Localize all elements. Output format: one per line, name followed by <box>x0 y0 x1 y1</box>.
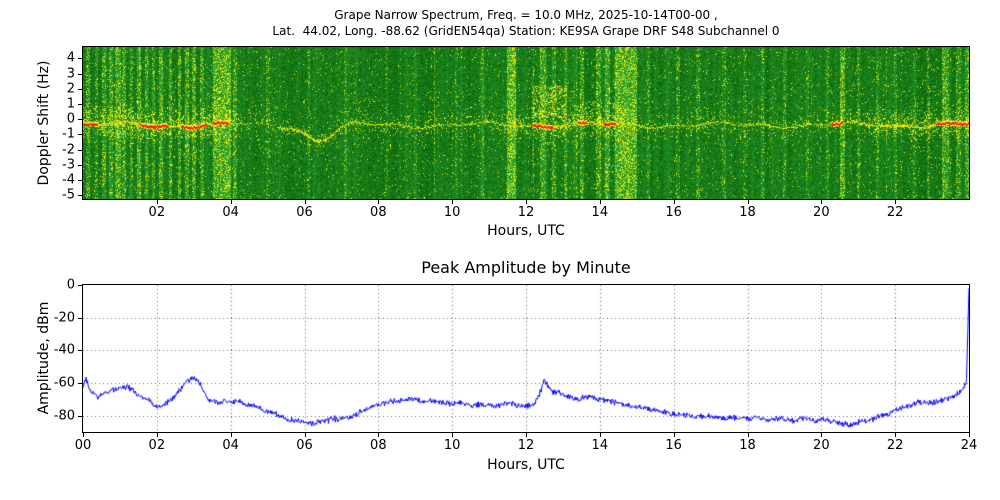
spectrogram-y-tick-label: -3 <box>62 157 75 173</box>
spectrogram-x-tick-label: 18 <box>739 205 756 220</box>
amplitude-x-tickmark <box>304 433 306 437</box>
amplitude-y-tick-label: 0 <box>66 277 75 293</box>
amplitude-x-tick-label: 22 <box>886 438 904 453</box>
spectrogram-xlabel: Hours, UTC <box>487 223 565 239</box>
spectrogram-x-tick-label: 04 <box>222 205 239 220</box>
spectrogram-y-tick-label: 3 <box>66 66 75 82</box>
amplitude-x-tickmark <box>526 433 527 437</box>
amplitude-x-tick-label: 02 <box>148 438 166 453</box>
amplitude-x-tick-label: 18 <box>739 438 756 453</box>
spectrogram-y-tick-label: -4 <box>62 172 75 188</box>
amplitude-y-tickmark <box>78 383 82 384</box>
spectrogram-x-tickmark <box>230 200 232 204</box>
amplitude-y-tickmark <box>78 285 82 286</box>
spectrogram-y-tickmark <box>78 104 82 105</box>
amplitude-x-tickmark <box>599 433 601 437</box>
spectrogram-x-tickmark <box>747 200 749 204</box>
amplitude-y-tick-label: -60 <box>53 375 75 391</box>
amplitude-x-tickmark <box>895 433 897 437</box>
spectrogram-x-tick-label: 10 <box>443 205 461 220</box>
spectrogram-x-tickmark <box>304 200 306 204</box>
spectrogram-plot <box>83 47 969 199</box>
spectrogram-x-tick-label: 22 <box>886 205 904 220</box>
spectrogram-y-tick-label: 2 <box>66 81 75 97</box>
spectrogram-x-tick-label: 16 <box>665 205 682 220</box>
spectrogram-x-tick-label: 02 <box>148 205 166 220</box>
spectrogram-y-tickmark <box>78 149 82 151</box>
spectrogram-title-line1: Grape Narrow Spectrum, Freq. = 10.0 MHz,… <box>334 8 718 22</box>
amplitude-y-tickmark <box>78 350 82 352</box>
amplitude-x-tickmark <box>378 433 380 437</box>
amplitude-x-tick-label: 10 <box>443 438 461 453</box>
spectrogram-y-tick-label: 0 <box>66 111 75 127</box>
amplitude-x-tickmark <box>821 433 823 437</box>
amplitude-x-tick-label: 20 <box>813 438 830 453</box>
amplitude-plot <box>83 285 969 432</box>
spectrogram-y-tickmark <box>78 58 82 60</box>
spectrogram-y-tick-label: -1 <box>62 126 75 142</box>
amplitude-x-tickmark <box>83 433 84 437</box>
amplitude-x-tickmark <box>230 433 232 437</box>
spectrogram-y-tick-label: 4 <box>66 50 75 66</box>
spectrogram-ylabel: Doppler Shift (Hz) <box>36 60 52 186</box>
amplitude-y-tick-label: -80 <box>53 408 75 424</box>
spectrogram-x-tickmark <box>599 200 601 204</box>
amplitude-x-tick-label: 12 <box>517 438 535 453</box>
amplitude-x-tickmark <box>673 433 675 437</box>
amplitude-x-tickmark <box>969 433 970 437</box>
spectrogram-y-tickmark <box>78 88 82 90</box>
spectrogram-y-tickmark <box>78 134 82 136</box>
amplitude-y-tickmark <box>78 317 82 319</box>
spectrogram-x-tick-label: 12 <box>517 205 535 220</box>
amplitude-x-tick-label: 08 <box>370 438 387 453</box>
amplitude-y-tick-label: -40 <box>53 342 75 358</box>
spectrogram-x-tickmark <box>821 200 823 204</box>
amplitude-x-tick-label: 16 <box>665 438 682 453</box>
spectrogram-y-tickmark <box>78 195 82 197</box>
amplitude-title: Peak Amplitude by Minute <box>421 258 631 277</box>
amplitude-x-tick-label: 04 <box>222 438 239 453</box>
spectrogram-y-tick-label: -5 <box>62 187 75 203</box>
spectrogram-x-tick-label: 06 <box>296 205 313 220</box>
spectrogram-y-tick-label: 1 <box>66 96 75 112</box>
spectrogram-x-tickmark <box>452 200 454 204</box>
spectrogram-x-tickmark <box>156 200 158 204</box>
spectrogram-x-tick-label: 08 <box>370 205 387 220</box>
spectrogram-x-tick-label: 14 <box>591 205 609 220</box>
spectrogram-x-tickmark <box>526 200 527 204</box>
spectrogram-title-line2: Lat. 44.02, Long. -88.62 (GridEN54qa) St… <box>272 24 780 38</box>
spectrogram-y-tickmark <box>78 180 82 181</box>
spectrogram-y-tickmark <box>78 119 82 121</box>
spectrogram-x-tickmark <box>673 200 675 204</box>
spectrogram-x-tickmark <box>895 200 897 204</box>
amplitude-x-tick-label: 00 <box>74 438 92 453</box>
amplitude-y-tickmark <box>78 415 82 417</box>
amplitude-xlabel: Hours, UTC <box>487 457 565 473</box>
spectrogram-y-tickmark <box>78 73 82 75</box>
spectrogram-x-tickmark <box>378 200 380 204</box>
amplitude-x-tick-label: 14 <box>591 438 609 453</box>
spectrogram-x-tick-label: 20 <box>813 205 830 220</box>
amplitude-x-tick-label: 24 <box>960 438 978 453</box>
amplitude-ylabel: Amplitude, dBm <box>36 301 52 415</box>
amplitude-y-tick-label: -20 <box>53 310 75 326</box>
amplitude-x-tickmark <box>156 433 158 437</box>
spectrogram-y-tickmark <box>78 164 82 166</box>
amplitude-x-tickmark <box>747 433 749 437</box>
amplitude-x-tickmark <box>452 433 454 437</box>
amplitude-x-tick-label: 06 <box>296 438 313 453</box>
spectrogram-y-tick-label: -2 <box>62 142 75 158</box>
